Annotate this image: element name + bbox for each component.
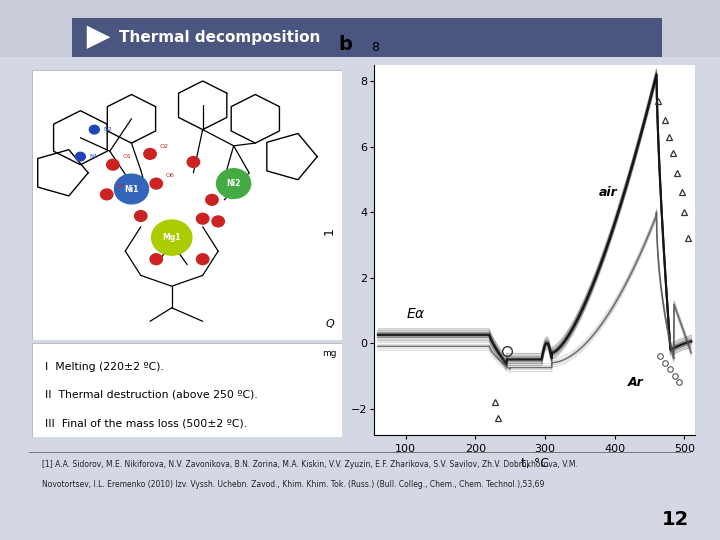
Circle shape [144,148,156,159]
Text: Thermal decomposition: Thermal decomposition [120,30,320,45]
Polygon shape [87,25,110,49]
Text: E$\alpha$: E$\alpha$ [406,307,426,321]
Circle shape [89,125,99,134]
Circle shape [187,157,199,167]
FancyBboxPatch shape [0,57,720,540]
Text: mg: mg [323,349,337,358]
Circle shape [217,168,251,199]
Circle shape [76,152,86,161]
Circle shape [206,194,218,205]
Circle shape [150,254,163,265]
Text: [1] A.A. Sidorov, M.E. Nikiforova, N.V. Zavonikova, B.N. Zorina, M.A. Kiskin, V.: [1] A.A. Sidorov, M.E. Nikiforova, N.V. … [42,460,578,469]
Text: 8: 8 [372,40,379,53]
Text: b: b [338,35,352,53]
Text: III  Final of the mass loss (500±2 ºC).: III Final of the mass loss (500±2 ºC). [45,418,247,428]
FancyBboxPatch shape [32,343,342,437]
Text: 12: 12 [662,510,689,529]
FancyBboxPatch shape [32,70,342,340]
Circle shape [197,213,209,224]
Text: N2: N2 [104,127,112,132]
Text: Ar: Ar [628,376,644,389]
FancyBboxPatch shape [54,17,680,58]
Text: I  Melting (220±2 ºC).: I Melting (220±2 ºC). [45,361,163,372]
Circle shape [101,189,113,200]
Circle shape [135,211,147,221]
Text: Ni2: Ni2 [227,179,240,188]
Circle shape [114,174,148,204]
Text: Q: Q [325,319,334,329]
Circle shape [212,216,225,227]
Circle shape [107,159,119,170]
Text: Novotortsev, I.L. Eremenko (2010) Izv. Vyssh. Uchebn. Zavod., Khim. Khim. Tok. (: Novotortsev, I.L. Eremenko (2010) Izv. V… [42,480,544,489]
Text: Mg1: Mg1 [163,233,181,242]
Circle shape [197,254,209,265]
Text: air: air [598,186,617,199]
Text: O5: O5 [116,184,125,189]
Text: O2: O2 [159,144,168,149]
Text: 1: 1 [323,227,336,235]
Circle shape [152,220,192,255]
Text: N1: N1 [90,154,99,159]
Text: O6: O6 [166,173,174,178]
Text: II  Thermal destruction (above 250 ºC).: II Thermal destruction (above 250 ºC). [45,390,258,400]
X-axis label: t, °C: t, °C [521,456,549,469]
Circle shape [150,178,163,189]
Text: O1: O1 [122,154,131,159]
Text: Ni1: Ni1 [125,185,139,193]
